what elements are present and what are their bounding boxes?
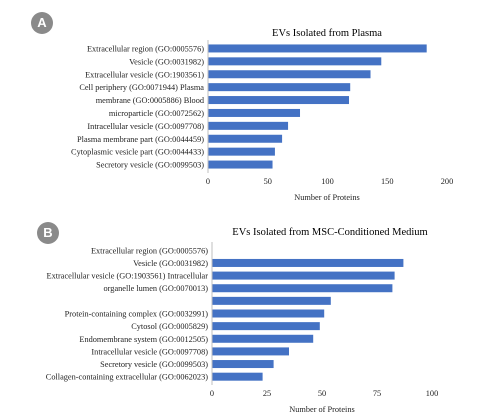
category-label: microparticle (GO:0072562) xyxy=(109,109,204,118)
bar xyxy=(212,309,325,318)
x-tick-label: 50 xyxy=(264,177,272,186)
panel-badge: A xyxy=(31,12,53,34)
x-tick-label: 75 xyxy=(373,389,381,398)
x-tick-label: 150 xyxy=(381,177,393,186)
bar-chart-msc: EVs Isolated from MSC-Conditioned Medium… xyxy=(46,227,438,414)
category-label: Extracellular region (GO:0005576) xyxy=(91,246,208,255)
category-label: Cell periphery (GO:0071944) Plasma xyxy=(79,83,204,92)
category-label: Vesicle (GO:0031982) xyxy=(133,259,208,268)
bar xyxy=(212,372,263,381)
x-tick-label: 0 xyxy=(206,177,210,186)
category-label: Secretory vesicle (GO:0099503) xyxy=(100,360,208,369)
category-label: Vesicle (GO:0031982) xyxy=(129,57,204,66)
category-label: Protein-containing complex (GO:0032991) xyxy=(65,310,209,319)
x-tick-label: 100 xyxy=(321,177,333,186)
chart-panel-a: A EVs Isolated from Plasma Extracellular … xyxy=(0,0,479,205)
bar xyxy=(208,147,275,156)
bar xyxy=(212,296,331,305)
category-label: Intracellular vesicle (GO:0097708) xyxy=(87,122,204,131)
bar xyxy=(212,360,274,369)
category-label: Endomembrane system (GO:0012505) xyxy=(79,335,208,344)
category-label: Extracellular vesicle (GO:1903561) xyxy=(85,70,204,79)
x-tick-label: 25 xyxy=(263,389,271,398)
bar-chart-plasma: EVs Isolated from Plasma Extracellular re… xyxy=(71,28,453,202)
bar xyxy=(208,70,371,79)
category-label: Intracellular vesicle (GO:0097708) xyxy=(91,347,208,356)
bar xyxy=(208,44,427,53)
bar xyxy=(208,57,382,66)
category-label: Cytosol (GO:0005829) xyxy=(131,322,208,331)
bar xyxy=(212,271,395,280)
chart-title: EVs Isolated from Plasma xyxy=(272,28,382,39)
category-label: Collagen-containing extracellular (GO:00… xyxy=(46,373,208,382)
bar xyxy=(208,96,350,105)
x-tick-label: 100 xyxy=(426,389,438,398)
bar xyxy=(212,284,393,293)
panel-badge: B xyxy=(37,222,59,244)
x-tick-label: 0 xyxy=(210,389,214,398)
bar xyxy=(212,258,404,267)
x-tick-label: 50 xyxy=(318,389,326,398)
category-label: membrane (GO:0005886) Blood xyxy=(96,96,205,105)
category-label: Cytoplasmic vesicle part (GO:0044433) xyxy=(71,148,204,157)
bar xyxy=(212,347,289,356)
bar xyxy=(212,334,314,343)
bar xyxy=(208,108,301,117)
x-axis-label: Number of Proteins xyxy=(289,405,354,414)
chart-panel-b: B EVs Isolated from MSC-Conditioned Medi… xyxy=(0,210,479,420)
category-label: Extracellular vesicle (GO:1903561) Intra… xyxy=(47,272,209,281)
bar xyxy=(208,160,273,169)
x-axis-label: Number of Proteins xyxy=(294,193,359,202)
bar xyxy=(208,83,351,92)
category-label: organelle lumen (GO:0070013) xyxy=(104,284,209,293)
category-label: Plasma membrane part (GO:0044459) xyxy=(77,135,204,144)
bar xyxy=(212,322,320,331)
category-label: Secretory vesicle (GO:0099503) xyxy=(96,161,204,170)
chart-title: EVs Isolated from MSC-Conditioned Medium xyxy=(232,227,427,238)
x-tick-label: 200 xyxy=(441,177,453,186)
bar xyxy=(208,121,289,130)
bar xyxy=(208,134,283,143)
category-label: Extracellular region (GO:0005576) xyxy=(87,44,204,53)
